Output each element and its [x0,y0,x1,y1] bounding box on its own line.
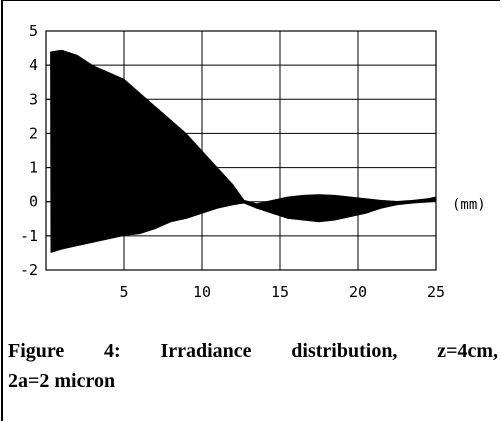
y-tick-label: 2 [29,124,38,142]
irradiance-envelope [50,49,437,253]
caption-line-1: Figure 4: Irradiance distribution, z=4cm… [8,340,498,362]
irradiance-chart: 5 10 15 20 25 -2 -1 0 1 2 3 4 5 (mm) [20,22,486,300]
x-tick-label: 15 [271,283,289,300]
x-axis-unit-label: (mm) [452,197,486,213]
figure-caption: Figure 4: Irradiance distribution, z=4cm… [8,336,498,396]
caption-line-2: 2a=2 micron [8,370,116,392]
y-tick-label: 0 [29,193,38,211]
plot-frame [45,30,437,271]
y-tick-label: 5 [29,22,38,40]
y-tick-label: -1 [20,227,38,245]
x-tick-label: 5 [119,283,128,300]
y-tick-label: 1 [29,159,38,177]
x-tick-label: 25 [427,283,445,300]
irradiance-fill [50,65,437,237]
tick-labels: 5 10 15 20 25 -2 -1 0 1 2 3 4 5 [20,22,445,300]
y-tick-label: 3 [29,90,38,108]
irradiance-oscillation [50,49,437,253]
x-tick-label: 10 [193,283,211,300]
x-tick-label: 20 [349,283,367,300]
y-tick-label: 4 [29,56,38,74]
chart-axes [45,30,437,271]
y-tick-label: -2 [20,261,38,279]
